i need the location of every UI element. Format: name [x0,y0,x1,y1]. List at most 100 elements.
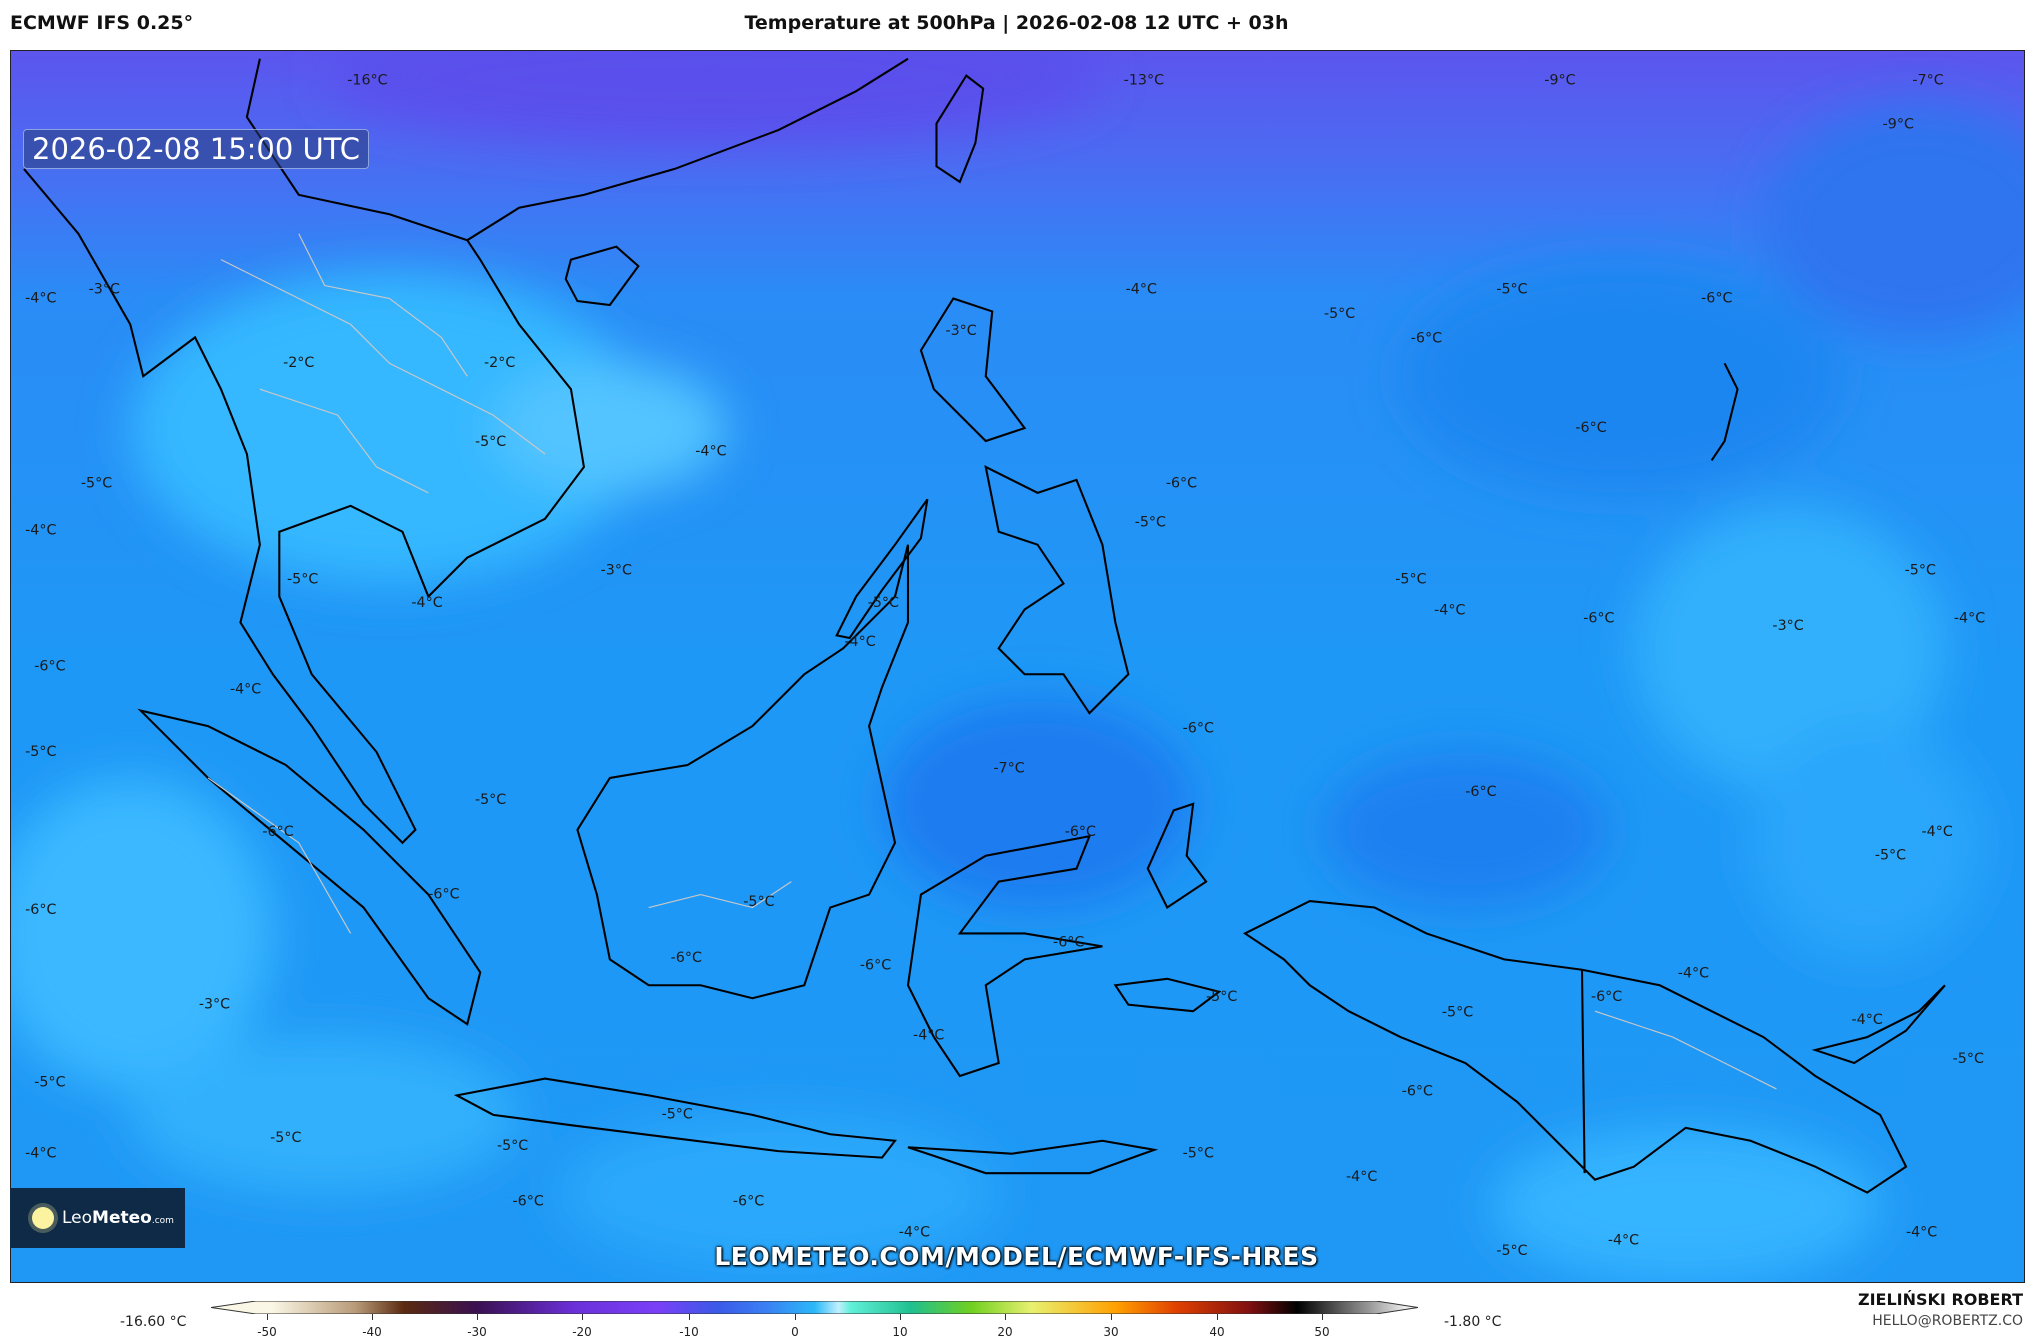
colorbar-tick-label: -20 [572,1325,592,1339]
indochina [23,168,586,845]
contour-label: -4°C [1852,1012,1883,1028]
contour-label: -5°C [868,595,899,611]
contour-label: -6°C [428,886,459,902]
contour-label: -6°C [1065,824,1096,840]
contour-label: -5°C [1206,989,1237,1005]
contour-label: -3°C [89,281,120,297]
contour-label: -7°C [993,761,1024,777]
contour-label: -5°C [1953,1051,1984,1067]
contour-label: -5°C [1183,1146,1214,1162]
contour-label: -2°C [283,355,314,371]
colorbar-tick-mark [1005,1314,1006,1320]
contour-label: -3°C [1772,618,1803,634]
contour-label: -4°C [25,1146,56,1162]
colorbar-tick-label: -40 [362,1325,382,1339]
contour-label: -6°C [1465,784,1496,800]
source-url: LEOMETEO.COM/MODEL/ECMWF-IFS-HRES [714,1242,1319,1271]
contour-labels: -16°C -13°C -9°C -7°C -9°C -4°C -3°C -4°C -5°C -6… [25,73,1985,1259]
colorbar-tick-label: -10 [679,1325,699,1339]
contour-label: -3°C [945,323,976,339]
contour-label: -4°C [1678,965,1709,981]
contour-label: -6°C [34,658,65,674]
contour-label: -6°C [1053,934,1084,950]
colorbar-tick-mark [1111,1314,1112,1320]
model-name: ECMWF IFS 0.25° [10,12,194,34]
contour-label: -6°C [1183,721,1214,737]
colorbar-tick-label: 50 [1314,1325,1330,1339]
contour-label: -5°C [25,744,56,760]
sun-icon [32,1207,54,1229]
colorbar-tick-label: 40 [1209,1325,1225,1339]
colorbar-tick-mark [795,1314,796,1320]
contour-label: -4°C [1346,1169,1377,1185]
colorbar-tick-mark [1217,1314,1218,1320]
contour-label: -5°C [34,1074,65,1090]
contour-label: -4°C [695,443,726,459]
new-guinea [1242,899,1908,1194]
contour-label: -6°C [1402,1083,1433,1099]
contour-label: -6°C [1591,989,1622,1005]
contour-label: -5°C [743,894,774,910]
contour-label: -6°C [860,958,891,974]
author-email: HELLO@ROBERTZ.CO [1872,1313,2023,1329]
colorbar [211,1301,1418,1314]
contour-label: -2°C [484,355,515,371]
contour-label: -5°C [1496,281,1527,297]
java [453,1077,897,1159]
contour-label: -9°C [1883,117,1914,133]
contour-label: -4°C [899,1225,930,1241]
contour-label: -4°C [913,1028,944,1044]
logo-text: LeoMeteo.com [62,1208,174,1228]
contour-label: -5°C [81,476,112,492]
colorbar-tick-mark [477,1314,478,1320]
contour-label: -4°C [1906,1225,1937,1241]
colorbar-tick-mark [372,1314,373,1320]
colorbar-tick-label: 10 [892,1325,908,1339]
chart-title: Temperature at 500hPa | 2026-02-08 12 UT… [744,12,1289,34]
contour-label: -5°C [662,1107,693,1123]
marianas [1710,362,1739,462]
colorbar-tick-label: -30 [467,1325,487,1339]
valid-time-stamp: 2026-02-08 15:00 UTC [23,129,370,169]
leometeo-logo[interactable]: LeoMeteo.com [10,1188,185,1248]
colorbar-tick-mark [689,1314,690,1320]
temperature-map[interactable]: -16°C -13°C -9°C -7°C -9°C -4°C -3°C -4°C -5°C -6… [10,50,2025,1283]
contour-label: -6°C [1575,420,1606,436]
contour-label: -5°C [287,572,318,588]
colorbar-tick-label: -50 [257,1325,277,1339]
sumatra [137,708,482,1026]
contour-label: -9°C [1544,73,1575,89]
colorbar-max-label: -1.80 °C [1444,1314,1502,1330]
map-canvas: -16°C -13°C -9°C -7°C -9°C -4°C -3°C -4°C -5°C -6… [11,51,2024,1282]
contour-label: -5°C [1875,848,1906,864]
temperature-patches [11,51,2024,1282]
contour-label: -5°C [1324,306,1355,322]
author-name: ZIELIŃSKI ROBERT [1857,1290,2023,1309]
contour-label: -6°C [1166,476,1197,492]
contour-label: -6°C [25,902,56,918]
hainan [564,245,640,307]
colorbar-tick-mark [1322,1314,1323,1320]
contour-label: -3°C [601,563,632,579]
contour-label: -6°C [513,1194,544,1210]
sulawesi [906,834,1103,1078]
luzon [919,297,1027,443]
contour-label: -4°C [1954,610,1985,626]
contour-label: -4°C [230,682,261,698]
mindanao [984,465,1130,715]
contour-label: -5°C [497,1138,528,1154]
contour-label: -6°C [733,1194,764,1210]
contour-label: -6°C [1583,610,1614,626]
colorbar-tick-mark [267,1314,268,1320]
contour-label: -4°C [1608,1232,1639,1248]
contour-label: -4°C [25,290,56,306]
contour-label: -13°C [1124,73,1164,89]
contour-label: -5°C [1395,572,1426,588]
contour-label: -6°C [671,950,702,966]
contour-label: -6°C [1411,331,1442,347]
contour-label: -4°C [1434,603,1465,619]
contour-label: -4°C [1922,824,1953,840]
contour-label: -5°C [1442,1004,1473,1020]
colorbar-tick-label: 30 [1103,1325,1119,1339]
colorbar-tick-mark [582,1314,583,1320]
